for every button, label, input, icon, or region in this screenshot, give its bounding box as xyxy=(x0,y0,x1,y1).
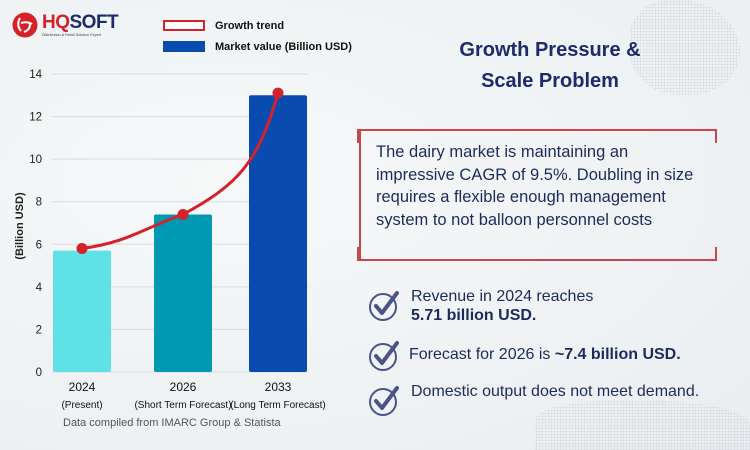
check-item: Revenue in 2024 reaches 5.71 billion USD. xyxy=(367,287,633,325)
x-tick-sublabel: (Long Term Forecast) xyxy=(230,400,325,411)
trend-line-group xyxy=(76,87,284,255)
callout-bracket xyxy=(715,247,717,261)
source-note: Data compiled from IMARC Group & Statist… xyxy=(63,417,281,429)
checkmark-circle-icon xyxy=(369,386,399,416)
callout-box: The dairy market is maintaining an impre… xyxy=(357,129,717,261)
check-item: Forecast for 2026 is ~7.4 billion USD. xyxy=(367,337,681,373)
callout-bracket xyxy=(357,129,359,143)
chart-legend: Growth trend Market value (Billion USD) xyxy=(163,15,352,57)
y-tick-label: 14 xyxy=(29,69,42,81)
trend-point-2024 xyxy=(76,243,88,255)
x-tick-label: 2026 xyxy=(170,380,197,394)
y-tick-label: 12 xyxy=(29,112,42,124)
checkmark-circle-icon xyxy=(369,341,399,371)
y-tick-label: 2 xyxy=(36,324,42,336)
check-text: Domestic output does not meet demand. xyxy=(411,383,700,400)
legend-swatch-bar xyxy=(163,41,205,52)
bar-2033 xyxy=(249,95,307,373)
legend-item-market-value: Market value (Billion USD) xyxy=(163,36,352,57)
brand-tagline: Distribution & Retail Solution Expert xyxy=(42,33,102,37)
y-tick-labels: 0 2 4 6 8 10 12 14 xyxy=(29,69,42,379)
panel-title: Growth Pressure & Scale Problem xyxy=(400,35,700,97)
y-tick-label: 4 xyxy=(36,282,43,294)
bar-2026 xyxy=(154,214,212,372)
x-category-labels: 2024 (Present) 2026 (Short Term Forecast) 20… xyxy=(61,380,325,411)
logo-aperture-icon xyxy=(12,12,38,38)
brand-name: HQSOFT xyxy=(42,12,119,33)
legend-item-growth-trend: Growth trend xyxy=(163,15,352,36)
callout-bracket xyxy=(715,129,717,143)
title-line-1: Growth Pressure & xyxy=(459,39,641,61)
x-tick-sublabel: (Short Term Forecast) xyxy=(134,400,231,411)
check-item: Domestic output does not meet demand. xyxy=(367,382,725,418)
callout-bracket xyxy=(357,247,359,261)
trend-point-2033 xyxy=(272,87,284,99)
legend-label: Growth trend xyxy=(215,19,285,32)
trend-point-2026 xyxy=(177,208,189,220)
check-text: Forecast for 2026 is ~7.4 billion USD. xyxy=(409,346,681,363)
x-tick-sublabel: (Present) xyxy=(61,400,102,411)
y-tick-label: 10 xyxy=(29,154,42,166)
world-map-decoration xyxy=(630,0,740,95)
y-tick-label: 0 xyxy=(36,367,42,379)
checkmark-circle-icon xyxy=(369,291,399,321)
y-tick-label: 6 xyxy=(36,239,42,251)
title-line-2: Scale Problem xyxy=(481,70,619,92)
x-tick-label: 2033 xyxy=(265,380,292,394)
bar-2024 xyxy=(53,250,111,372)
bars xyxy=(53,95,307,373)
legend-label: Market value (Billion USD) xyxy=(215,40,352,53)
callout-text: The dairy market is maintaining an impre… xyxy=(376,143,694,229)
brand-logo: HQSOFT Distribution & Retail Solution Ex… xyxy=(12,12,119,38)
check-text: Revenue in 2024 reaches 5.71 billion USD. xyxy=(411,288,594,324)
world-map-decoration xyxy=(535,400,750,450)
legend-swatch-line xyxy=(163,20,205,31)
x-tick-label: 2024 xyxy=(69,380,96,394)
y-tick-label: 8 xyxy=(36,197,42,209)
y-axis-label: (Billion USD) xyxy=(14,192,26,260)
